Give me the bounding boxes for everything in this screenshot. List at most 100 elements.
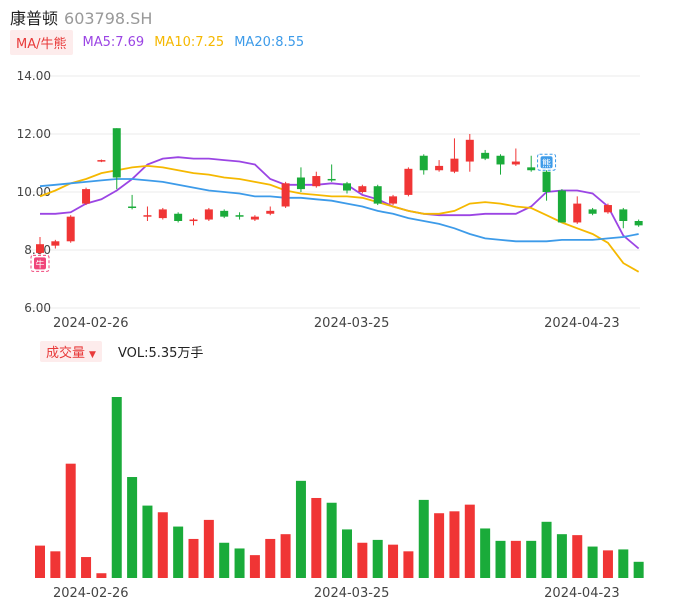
- volume-bar: [326, 502, 337, 578]
- candle: [143, 206, 152, 221]
- volume-bar: [311, 497, 322, 578]
- candle-body: [97, 160, 106, 162]
- volume-indicator-dropdown[interactable]: 成交量 ▼: [40, 340, 102, 362]
- volume-bar: [480, 528, 491, 578]
- candle: [189, 218, 198, 226]
- candle-body: [588, 209, 597, 214]
- volume-bar: [280, 534, 291, 578]
- volume-bar: [234, 548, 245, 578]
- volume-bar: [111, 397, 122, 578]
- volume-bar: [96, 573, 107, 578]
- marker-label: 牛: [35, 258, 44, 270]
- y-tick-label: 10.00: [17, 185, 51, 199]
- volume-bar: [449, 511, 460, 578]
- ma10-line: [39, 164, 640, 273]
- candle: [573, 196, 582, 224]
- marker-frame: [537, 153, 557, 171]
- stock-header: 康普顿 603798.SH: [10, 5, 152, 29]
- candle-body: [373, 186, 382, 204]
- candle-body: [435, 165, 444, 171]
- ma10-legend: MA10:7.25: [154, 34, 225, 50]
- candle-body: [450, 158, 459, 172]
- x-tick-label: 2024-03-25: [314, 316, 390, 331]
- y-tick-label: 14.00: [17, 69, 51, 83]
- candle-body: [51, 241, 60, 246]
- candle: [435, 160, 444, 172]
- candle-body: [619, 209, 628, 221]
- candle: [82, 187, 91, 206]
- volume-bar: [249, 555, 260, 578]
- candle-body: [496, 155, 505, 165]
- volume-bar: [357, 542, 368, 578]
- candle-body: [404, 168, 413, 195]
- candle-body: [143, 215, 152, 217]
- candle: [327, 164, 336, 182]
- volume-bar: [541, 521, 552, 578]
- marker-label: 熊: [542, 157, 551, 169]
- caret-down-icon: ▼: [89, 349, 96, 360]
- candle: [557, 189, 566, 223]
- volume-bar: [173, 526, 184, 578]
- volume-legend: 成交量 ▼ VOL:5.35万手: [40, 340, 203, 362]
- volume-bar: [81, 557, 92, 578]
- candle-body: [573, 203, 582, 223]
- volume-bar: [372, 539, 383, 578]
- ma-legend: MA/牛熊 MA5:7.69 MA10:7.25 MA20:8.55: [10, 29, 305, 55]
- candle-body: [389, 196, 398, 204]
- marker-frame: [30, 254, 50, 272]
- candle-body: [542, 171, 551, 192]
- candle: [419, 154, 428, 175]
- volume-bar: [556, 534, 567, 578]
- x-tick-label: 2024-02-26: [53, 586, 129, 601]
- volume-bar: [434, 513, 445, 578]
- candle-body: [128, 206, 137, 208]
- candle: [389, 194, 398, 206]
- candle: [281, 181, 290, 208]
- candle-body: [557, 190, 566, 223]
- candle: [296, 167, 305, 192]
- volume-tag-label: 成交量: [46, 345, 86, 361]
- candle: [97, 159, 106, 163]
- volume-bar: [464, 504, 475, 578]
- candle-body: [634, 221, 643, 226]
- candle-body: [419, 155, 428, 171]
- volume-bar: [572, 535, 583, 578]
- ma20-line: [39, 178, 639, 243]
- volume-bar: [418, 499, 429, 578]
- candle: [343, 181, 351, 194]
- stock-code: 603798.SH: [64, 9, 153, 28]
- candle-body: [158, 209, 167, 219]
- ma20-legend: MA20:8.55: [234, 34, 305, 50]
- volume-bar: [633, 561, 644, 578]
- marker-badge: [34, 257, 46, 270]
- volume-bar: [142, 505, 153, 578]
- volume-bar: [526, 540, 537, 578]
- candle-body: [235, 215, 244, 217]
- candle-body: [204, 209, 213, 220]
- volume-bar: [219, 542, 230, 578]
- candle: [250, 215, 259, 221]
- candle: [404, 167, 413, 197]
- x-tick-label: 2024-03-25: [314, 586, 390, 601]
- y-tick-label: 6.00: [24, 301, 51, 315]
- candle: [66, 215, 75, 243]
- candle-body: [481, 152, 490, 159]
- volume-bar: [188, 538, 199, 578]
- candle: [158, 207, 167, 220]
- candle: [235, 212, 244, 220]
- volume-bar: [265, 538, 276, 578]
- ma-toggle-button[interactable]: MA/牛熊: [10, 29, 73, 55]
- volume-bar: [618, 549, 629, 578]
- candle-body: [36, 244, 44, 253]
- candle: [266, 206, 275, 216]
- volume-bar: [157, 512, 168, 578]
- candle: [603, 203, 612, 214]
- candle: [496, 154, 505, 175]
- x-tick-label: 2024-04-23: [544, 316, 620, 331]
- candle-body: [66, 216, 75, 242]
- candle-body: [281, 183, 290, 207]
- candle: [542, 170, 551, 201]
- volume-bar: [65, 463, 76, 578]
- ma5-line: [40, 156, 640, 250]
